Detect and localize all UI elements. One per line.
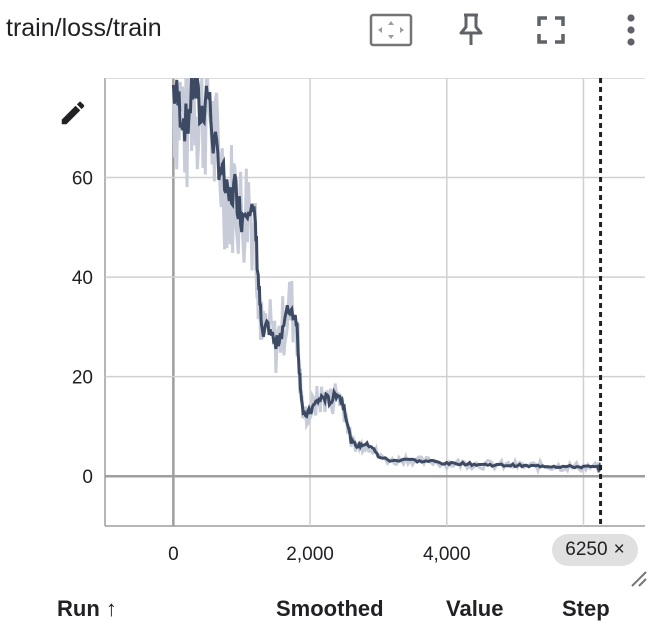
column-header-value[interactable]: Value bbox=[446, 596, 504, 621]
x-tick-label: 2,000 bbox=[286, 544, 334, 565]
pin-button[interactable] bbox=[448, 10, 494, 50]
x-tick-label: 0 bbox=[168, 544, 179, 565]
raw-series-line bbox=[171, 78, 603, 476]
column-header-step[interactable]: Step bbox=[562, 596, 610, 621]
resize-icon bbox=[631, 571, 647, 587]
pin-icon bbox=[459, 13, 483, 45]
close-icon[interactable]: × bbox=[613, 539, 625, 560]
edit-axis-button[interactable] bbox=[58, 98, 88, 128]
y-tick-label: 0 bbox=[82, 467, 93, 488]
chart-title: train/loss/train bbox=[6, 14, 162, 42]
y-tick-label: 40 bbox=[72, 268, 93, 289]
resize-handle[interactable] bbox=[628, 568, 648, 588]
column-header-run[interactable]: Run ↑ bbox=[57, 596, 117, 621]
loss-chart[interactable]: 0 20 40 60 0 2,000 4,000 bbox=[0, 78, 660, 578]
fullscreen-button[interactable] bbox=[528, 10, 574, 50]
column-header-smoothed[interactable]: Smoothed bbox=[276, 596, 384, 621]
more-options-button[interactable] bbox=[608, 10, 654, 50]
y-tick-label: 20 bbox=[72, 368, 93, 389]
fit-domain-icon bbox=[369, 13, 413, 47]
y-tick-label: 60 bbox=[72, 169, 93, 190]
fullscreen-icon bbox=[537, 16, 565, 44]
x-tick-label: 4,000 bbox=[423, 544, 471, 565]
smoothed-series-line bbox=[171, 78, 602, 474]
more-vert-icon bbox=[627, 14, 635, 46]
step-cursor-badge[interactable]: 6250 × bbox=[552, 534, 638, 566]
step-cursor-label: 6250 bbox=[565, 539, 608, 560]
pencil-icon bbox=[61, 101, 85, 125]
fit-domain-button[interactable] bbox=[368, 10, 414, 50]
